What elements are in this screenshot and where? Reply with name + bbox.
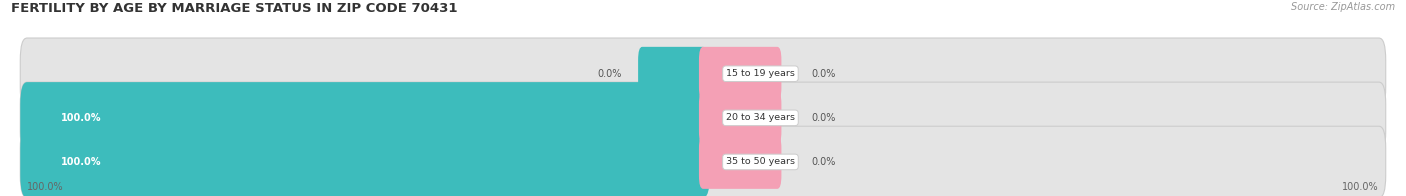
FancyBboxPatch shape (699, 47, 782, 101)
Text: 35 to 50 years: 35 to 50 years (725, 157, 794, 166)
Text: FERTILITY BY AGE BY MARRIAGE STATUS IN ZIP CODE 70431: FERTILITY BY AGE BY MARRIAGE STATUS IN Z… (11, 2, 458, 15)
Text: 0.0%: 0.0% (598, 69, 621, 79)
FancyBboxPatch shape (20, 82, 710, 154)
Text: 0.0%: 0.0% (811, 157, 835, 167)
Text: 0.0%: 0.0% (811, 113, 835, 123)
FancyBboxPatch shape (20, 126, 1386, 196)
Text: 100.0%: 100.0% (1343, 182, 1379, 192)
Text: 100.0%: 100.0% (60, 113, 101, 123)
FancyBboxPatch shape (638, 47, 707, 101)
Text: Source: ZipAtlas.com: Source: ZipAtlas.com (1291, 2, 1395, 12)
FancyBboxPatch shape (20, 82, 1386, 154)
Text: 20 to 34 years: 20 to 34 years (725, 113, 794, 122)
FancyBboxPatch shape (20, 126, 710, 196)
FancyBboxPatch shape (699, 135, 782, 189)
Text: 100.0%: 100.0% (60, 157, 101, 167)
FancyBboxPatch shape (20, 38, 1386, 109)
Text: 15 to 19 years: 15 to 19 years (725, 69, 794, 78)
Text: 100.0%: 100.0% (27, 182, 63, 192)
FancyBboxPatch shape (699, 91, 782, 145)
Text: 0.0%: 0.0% (811, 69, 835, 79)
